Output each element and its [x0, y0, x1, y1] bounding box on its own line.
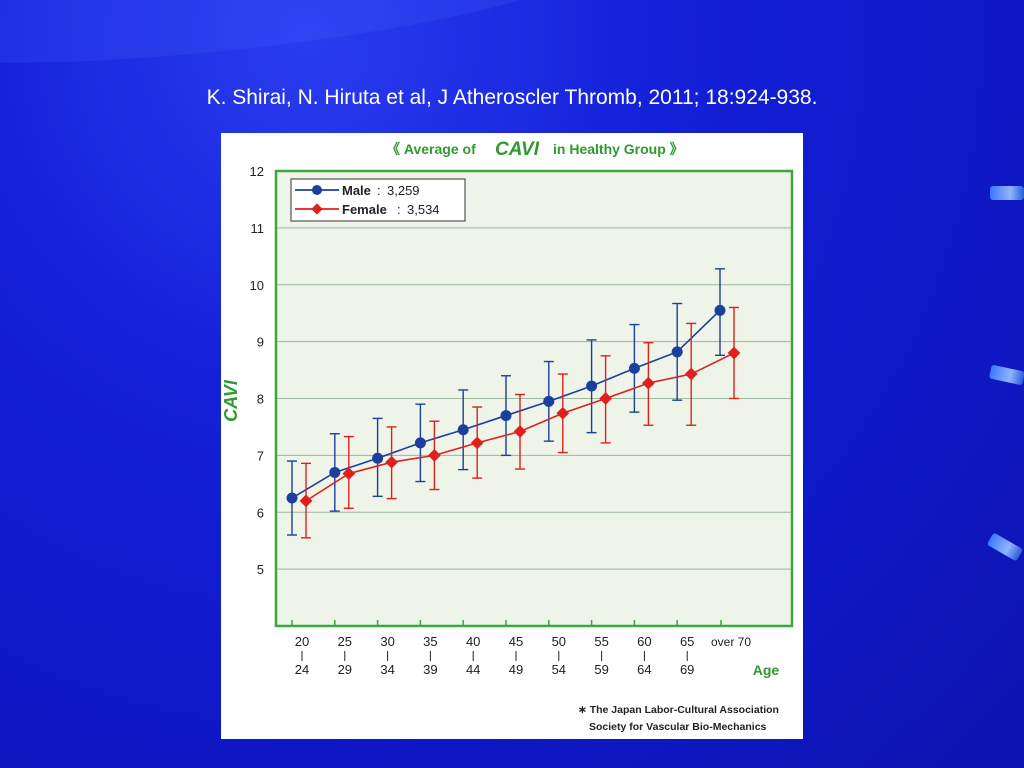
y-axis-label: CAVI — [221, 379, 241, 422]
decorative-bar-2 — [988, 364, 1024, 386]
female-point-0 — [299, 494, 313, 508]
legend-female-label: Female — [342, 202, 387, 217]
male-point-4 — [457, 424, 469, 436]
x-tick-label-top-1: 25 — [338, 634, 352, 649]
x-tick-label-top-10: over 70 — [711, 635, 751, 649]
chart-title-part-3: in Healthy Group 》 — [553, 141, 684, 157]
male-point-0 — [286, 492, 298, 504]
chart-title-cavi: CAVI — [495, 139, 540, 160]
x-tick-label-top-2: 30 — [380, 634, 394, 649]
y-tick-label-5: 5 — [257, 562, 264, 577]
male-point-10 — [714, 304, 726, 316]
male-point-3 — [414, 437, 426, 449]
male-point-8 — [628, 362, 640, 374]
y-tick-label-11: 11 — [251, 221, 265, 236]
x-axis-ticks: 20 24 25 29 30 34 35 39 40 44 45 49 50 54 55 59 60 64 65 69… — [291, 620, 751, 677]
chart-title-part-1: 《 Average of — [386, 141, 476, 157]
male-point-5 — [500, 410, 512, 422]
x-tick-label-top-6: 50 — [552, 634, 566, 649]
x-tick-label-bottom-6: 54 — [552, 662, 566, 677]
y-tick-label-10: 10 — [250, 278, 264, 293]
legend-male-separator: : — [377, 183, 381, 198]
plot-frame — [274, 169, 794, 628]
male-point-9 — [671, 346, 683, 358]
series-layer — [286, 268, 741, 539]
background-swoosh — [0, 0, 583, 87]
y-tick-label-12: 12 — [250, 164, 264, 179]
cavi-chart: 《 Average of CAVI in Healthy Group 》 5 6 7… — [221, 139, 794, 733]
legend-male-label: Male — [342, 183, 371, 198]
female-point-4 — [470, 436, 484, 450]
x-tick-label-top-9: 65 — [680, 634, 694, 649]
legend-box — [290, 178, 466, 222]
male-point-6 — [543, 395, 555, 407]
footnote-line-2: Society for Vascular Bio-Mechanics — [589, 721, 767, 733]
footnote-line-1: ∗ The Japan Labor-Cultural Association — [578, 704, 779, 716]
legend-female-separator: : — [397, 202, 401, 217]
legend: Male : 3,259 Female : 3,534 — [290, 178, 466, 222]
x-tick-label-top-5: 45 — [509, 634, 523, 649]
x-tick-label-bottom-8: 64 — [637, 662, 651, 677]
chart-figure: 《 Average of CAVI in Healthy Group 》 5 6 7… — [221, 133, 803, 739]
x-tick-label-bottom-9: 69 — [680, 662, 694, 677]
x-tick-label-bottom-4: 44 — [466, 662, 480, 677]
y-tick-label-8: 8 — [257, 392, 264, 407]
y-axis-ticks: 5 6 7 8 9 10 11 12 — [250, 164, 264, 577]
x-tick-label-bottom-0: 24 — [295, 662, 309, 677]
x-tick-label-top-3: 35 — [423, 634, 437, 649]
x-tick-label-top-4: 40 — [466, 634, 480, 649]
citation-text: K. Shirai, N. Hiruta et al, J Atheroscle… — [206, 86, 818, 109]
x-axis-label: Age — [753, 662, 780, 678]
series-female — [299, 306, 741, 539]
x-tick-label-bottom-1: 29 — [338, 662, 352, 677]
x-tick-label-bottom-2: 34 — [380, 662, 394, 677]
female-point-2 — [385, 455, 398, 469]
female-point-8 — [642, 376, 655, 390]
series-male — [286, 268, 726, 536]
legend-female-count: 3,534 — [407, 202, 440, 217]
female-point-3 — [428, 449, 441, 462]
female-point-7 — [599, 392, 612, 405]
x-tick-label-bottom-3: 39 — [423, 662, 437, 677]
male-point-2 — [372, 452, 384, 464]
decorative-bar-3 — [986, 532, 1024, 562]
x-tick-label-bottom-7: 59 — [594, 662, 608, 677]
male-point-1 — [329, 466, 341, 478]
decorative-bar-1 — [990, 186, 1024, 200]
x-tick-label-top-8: 60 — [637, 634, 651, 649]
legend-male-count: 3,259 — [387, 183, 420, 198]
x-tick-label-top-0: 20 — [295, 634, 309, 649]
y-tick-label-7: 7 — [257, 448, 264, 463]
x-tick-label-bottom-5: 49 — [509, 662, 523, 677]
y-tick-label-9: 9 — [257, 335, 264, 350]
x-tick-label-top-7: 55 — [594, 634, 608, 649]
legend-male-marker — [312, 185, 322, 195]
y-tick-label-6: 6 — [257, 505, 264, 520]
male-point-7 — [586, 380, 598, 392]
